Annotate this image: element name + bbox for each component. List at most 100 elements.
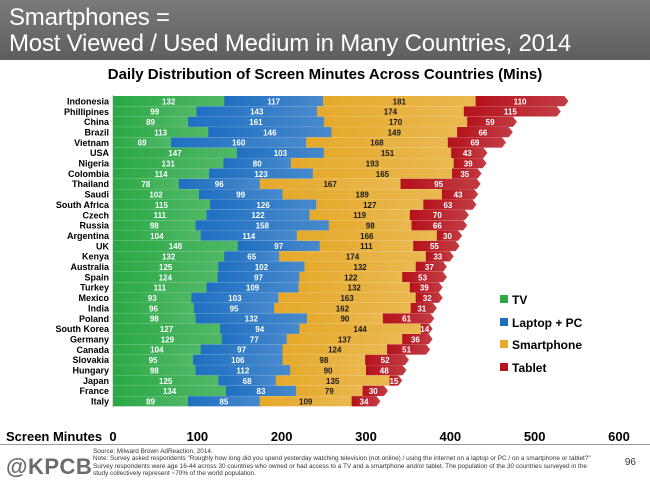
bar-segment-laptop-pc-czech	[206, 209, 310, 221]
bar-segment-tablet-germany	[402, 334, 433, 345]
data-label-tablet-usa: 43	[463, 149, 472, 158]
bar-segment-tablet-saudi	[441, 189, 479, 200]
bar-segment-tablet-hungary	[366, 365, 407, 376]
data-label-smartphone-argentina: 166	[360, 232, 374, 241]
bar-segment-smartphone-china	[323, 116, 468, 127]
stacked-bar-chart: Indonesia 132 117 181 110 Phillipines 99 143 174…	[6, 95, 630, 444]
bar-segment-smartphone-turkey	[298, 282, 411, 293]
data-label-smartphone-india: 162	[336, 304, 350, 313]
bar-segment-smartphone-south-africa	[316, 199, 424, 210]
bar-segment-tv-south-africa	[113, 199, 211, 210]
data-label-smartphone-colombia: 165	[376, 170, 390, 179]
category-label-indonesia: Indonesia	[67, 96, 110, 106]
data-label-tv-vietnam: 69	[138, 139, 147, 148]
bar-segment-smartphone-russia	[328, 220, 412, 231]
data-label-laptop-pc-indonesia: 117	[267, 97, 280, 106]
data-label-laptop-pc-russia: 158	[256, 222, 270, 231]
bar-segment-tv-china	[113, 116, 189, 127]
bar-segment-laptop-pc-hungary	[195, 365, 291, 376]
footer: @KPCB Source: Milward Brown AdReaction, …	[0, 444, 650, 488]
data-label-tablet-australia: 37	[425, 263, 434, 272]
data-label-tablet-uk: 55	[430, 242, 439, 251]
bar-segment-laptop-pc-thailand	[178, 178, 261, 189]
category-label-poland: Poland	[79, 314, 109, 324]
data-label-smartphone-poland: 90	[340, 315, 349, 324]
data-label-laptop-pc-usa: 103	[274, 149, 288, 158]
bar-segment-smartphone-uk	[319, 240, 414, 252]
bar-segment-smartphone-india	[274, 303, 412, 314]
bar-segment-smartphone-phillipines	[317, 106, 465, 117]
bar-segment-smartphone-indonesia	[322, 96, 477, 107]
bar-segment-laptop-pc-vietnam	[171, 137, 307, 148]
bar-segment-smartphone-brazil	[331, 127, 458, 138]
data-label-tv-colombia: 114	[155, 170, 168, 179]
data-label-tablet-vietnam: 69	[470, 139, 479, 148]
bar-segment-tv-canada	[113, 344, 202, 355]
bar-segment-tablet-canada	[387, 344, 431, 355]
category-label-south-africa: South Africa	[56, 200, 110, 210]
legend-item-smartphone: Smartphone	[500, 338, 582, 352]
data-label-laptop-pc-saudi: 99	[236, 190, 245, 199]
bar-segment-smartphone-slovakia	[282, 354, 366, 365]
bar-segment-tablet-turkey	[409, 282, 443, 293]
data-label-laptop-pc-germany: 77	[250, 335, 259, 344]
category-label-mexico: Mexico	[78, 293, 109, 303]
data-label-tv-hungary: 98	[150, 366, 159, 375]
data-label-tv-saudi: 102	[149, 190, 163, 199]
bar-segment-laptop-pc-canada	[200, 344, 283, 355]
bar-segment-smartphone-south-korea	[299, 323, 422, 334]
data-label-laptop-pc-south-africa: 126	[256, 201, 270, 210]
bar-segment-tablet-china	[467, 116, 517, 127]
bar-segment-smartphone-czech	[309, 209, 411, 221]
data-label-smartphone-germany: 137	[338, 335, 352, 344]
bar-segment-tablet-nigeria	[453, 158, 487, 169]
data-label-tablet-india: 31	[417, 304, 426, 313]
bar-segment-tv-slovakia	[113, 354, 194, 365]
data-label-tablet-hungary: 48	[380, 366, 389, 375]
data-label-tablet-south-africa: 63	[443, 201, 452, 210]
data-label-smartphone-saudi: 189	[356, 190, 370, 199]
bar-segment-laptop-pc-colombia	[209, 168, 314, 179]
category-label-italy: Italy	[91, 397, 109, 407]
legend-swatch-smartphone	[500, 340, 508, 348]
data-label-laptop-pc-italy: 85	[219, 397, 228, 406]
legend-swatch-tv	[500, 295, 508, 303]
data-label-smartphone-france: 79	[325, 387, 334, 396]
category-label-saudi: Saudi	[84, 190, 109, 200]
bar-segment-tablet-colombia	[452, 168, 482, 179]
data-label-smartphone-brazil: 149	[388, 128, 402, 137]
bar-segment-laptop-pc-france	[226, 385, 297, 396]
data-label-smartphone-russia: 98	[366, 222, 375, 231]
data-label-tv-indonesia: 132	[162, 97, 176, 106]
data-label-tv-mexico: 93	[148, 294, 157, 303]
data-label-tv-italy: 89	[146, 397, 155, 406]
category-label-uk: UK	[96, 241, 109, 251]
bar-segment-tv-argentina	[113, 230, 202, 241]
data-label-tv-brazil: 113	[154, 128, 167, 137]
bar-segment-laptop-pc-russia	[195, 220, 330, 231]
data-label-tablet-czech: 70	[433, 211, 442, 220]
data-label-smartphone-kenya: 174	[346, 253, 360, 262]
kpcb-logo: @KPCB	[6, 454, 93, 479]
bar-segment-tv-thailand	[113, 178, 180, 189]
bar-segment-tv-australia	[113, 261, 219, 272]
data-label-tv-spain: 124	[159, 273, 173, 282]
bar-segment-laptop-pc-south-africa	[209, 199, 317, 210]
data-label-laptop-pc-slovakia: 106	[231, 356, 245, 365]
data-label-tv-germany: 129	[161, 335, 175, 344]
bar-segment-smartphone-saudi	[282, 189, 443, 200]
data-label-smartphone-thailand: 167	[323, 180, 337, 189]
x-tick-label-600: 600	[608, 429, 630, 444]
data-label-laptop-pc-turkey: 109	[246, 284, 260, 293]
bar-segment-tablet-kenya	[425, 251, 454, 262]
bar-segment-tablet-poland	[382, 313, 435, 324]
legend-swatch-tablet	[500, 363, 508, 371]
bar-segment-smartphone-poland	[306, 313, 384, 324]
data-label-laptop-pc-uk: 97	[274, 242, 283, 251]
bar-segment-tablet-thailand	[400, 178, 481, 189]
data-label-tv-south-africa: 115	[155, 201, 168, 210]
data-label-tablet-poland: 61	[402, 315, 411, 324]
data-label-tablet-thailand: 95	[434, 180, 443, 189]
data-label-smartphone-italy: 109	[299, 397, 313, 406]
bar-segment-tv-phillipines	[113, 106, 197, 117]
